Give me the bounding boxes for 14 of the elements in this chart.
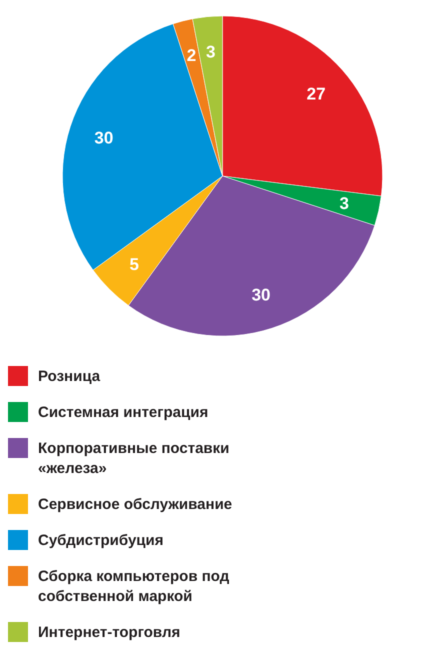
data-label: 30 — [94, 128, 114, 148]
legend-label: Сервисное обслуживание — [38, 496, 232, 513]
data-label: 3 — [206, 42, 216, 62]
legend-label: Субдистрибуция — [38, 532, 164, 549]
legend-label: Системная интеграция — [38, 404, 208, 421]
data-label: 27 — [306, 84, 326, 104]
data-label: 30 — [252, 286, 271, 305]
legend-label: Розница — [38, 368, 101, 385]
legend-label: Интернет-торговля — [38, 624, 180, 641]
data-label: 5 — [130, 255, 139, 274]
data-label: 3 — [340, 194, 350, 214]
data-label: 2 — [186, 46, 196, 66]
legend-label: Корпоративные поставки «железа» — [38, 440, 230, 477]
legend-label: Сборка компьютеров под собственной маркой — [38, 568, 230, 605]
